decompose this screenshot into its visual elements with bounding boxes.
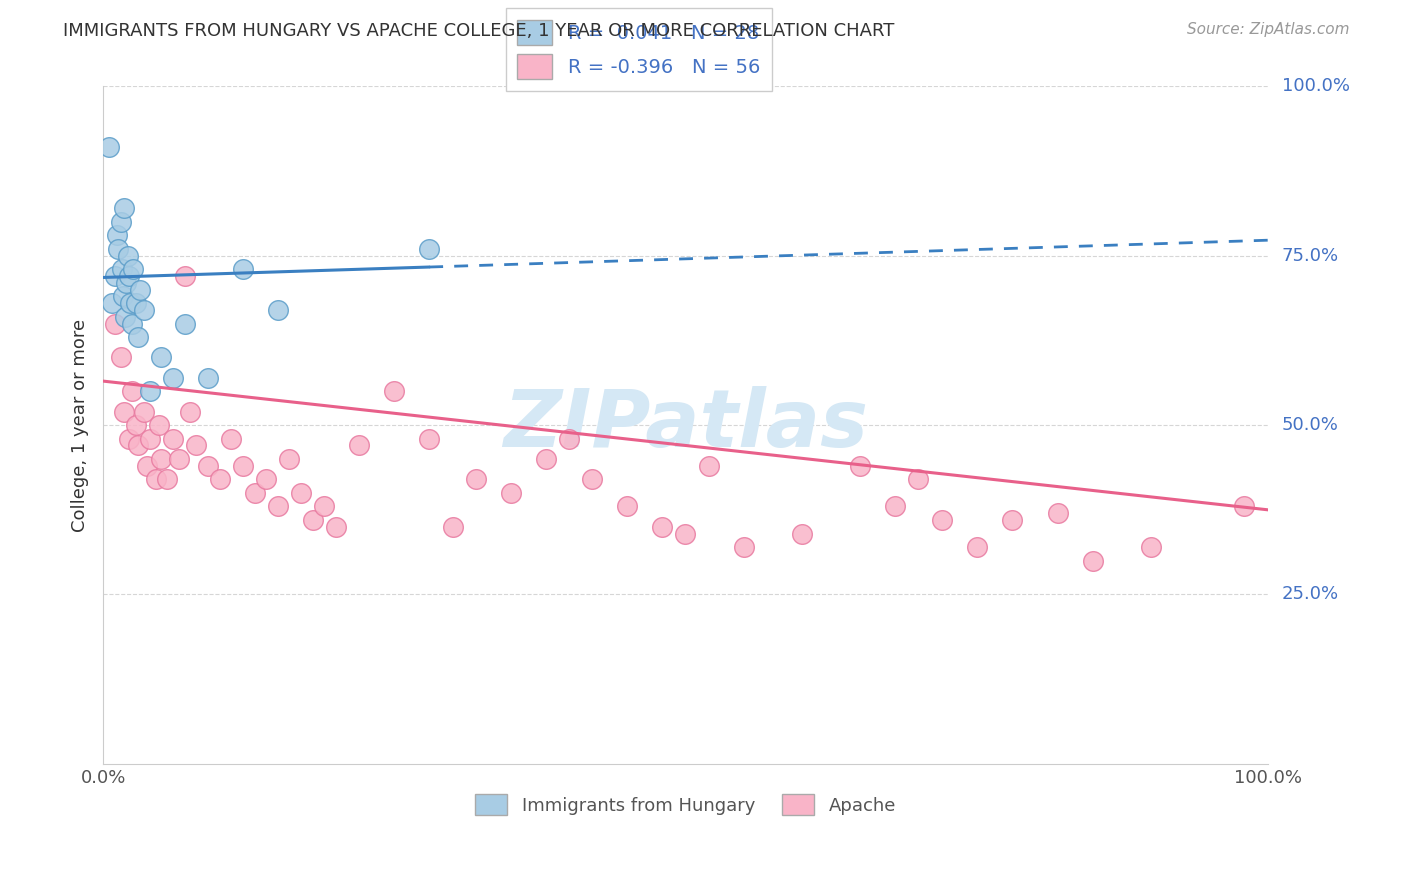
Point: [558, 432, 581, 446]
Point: [278, 452, 301, 467]
Point: [110, 215, 132, 229]
Point: [129, 283, 152, 297]
Point: [132, 303, 155, 318]
Point: [97, 140, 120, 154]
Point: [931, 513, 953, 527]
Point: [616, 500, 638, 514]
Point: [1047, 506, 1070, 520]
Point: [301, 513, 323, 527]
Point: [112, 202, 135, 216]
Y-axis label: College, 1 year or more: College, 1 year or more: [72, 318, 89, 532]
Point: [162, 432, 184, 446]
Point: [254, 472, 277, 486]
Point: [197, 458, 219, 473]
Point: [138, 432, 160, 446]
Point: [112, 404, 135, 418]
Point: [121, 317, 143, 331]
Point: [115, 276, 138, 290]
Legend: Immigrants from Hungary, Apache: Immigrants from Hungary, Apache: [467, 788, 904, 822]
Point: [418, 432, 440, 446]
Point: [849, 458, 872, 473]
Point: [122, 262, 145, 277]
Point: [232, 262, 254, 277]
Point: [651, 520, 673, 534]
Point: [104, 269, 127, 284]
Point: [441, 520, 464, 534]
Point: [1081, 553, 1104, 567]
Text: 25.0%: 25.0%: [1282, 585, 1339, 604]
Point: [118, 432, 141, 446]
Point: [136, 458, 159, 473]
Point: [966, 540, 988, 554]
Point: [208, 472, 231, 486]
Point: [156, 472, 179, 486]
Point: [267, 303, 290, 318]
Point: [197, 370, 219, 384]
Point: [219, 432, 242, 446]
Point: [186, 438, 208, 452]
Point: [243, 486, 266, 500]
Point: [104, 317, 127, 331]
Point: [534, 452, 557, 467]
Point: [118, 296, 141, 310]
Point: [1140, 540, 1163, 554]
Point: [232, 458, 254, 473]
Point: [111, 262, 134, 277]
Point: [167, 452, 190, 467]
Point: [733, 540, 755, 554]
Point: [145, 472, 167, 486]
Point: [464, 472, 486, 486]
Point: [127, 330, 149, 344]
Text: 50.0%: 50.0%: [1282, 417, 1339, 434]
Point: [125, 296, 148, 310]
Point: [110, 351, 132, 365]
Point: [107, 242, 129, 256]
Text: IMMIGRANTS FROM HUNGARY VS APACHE COLLEGE, 1 YEAR OR MORE CORRELATION CHART: IMMIGRANTS FROM HUNGARY VS APACHE COLLEG…: [63, 22, 894, 40]
Point: [105, 228, 128, 243]
Point: [138, 384, 160, 399]
Point: [290, 486, 312, 500]
Point: [697, 458, 720, 473]
Point: [314, 500, 336, 514]
Point: [349, 438, 371, 452]
Point: [150, 452, 173, 467]
Point: [150, 351, 173, 365]
Point: [127, 438, 149, 452]
Point: [790, 526, 813, 541]
Point: [499, 486, 522, 500]
Point: [884, 500, 907, 514]
Point: [173, 317, 195, 331]
Point: [267, 500, 290, 514]
Point: [325, 520, 347, 534]
Point: [148, 418, 170, 433]
Point: [382, 384, 405, 399]
Point: [114, 310, 136, 324]
Point: [1233, 500, 1256, 514]
Point: [117, 249, 139, 263]
Text: Source: ZipAtlas.com: Source: ZipAtlas.com: [1187, 22, 1350, 37]
Text: 100.0%: 100.0%: [1282, 78, 1350, 95]
Point: [1000, 513, 1022, 527]
Point: [581, 472, 603, 486]
Point: [111, 289, 134, 303]
Point: [179, 404, 201, 418]
Point: [101, 296, 124, 310]
Text: 75.0%: 75.0%: [1282, 247, 1339, 265]
Point: [121, 384, 143, 399]
Point: [418, 242, 440, 256]
Point: [162, 370, 184, 384]
Point: [132, 404, 155, 418]
Point: [907, 472, 929, 486]
Point: [173, 269, 195, 284]
Point: [675, 526, 697, 541]
Point: [125, 418, 148, 433]
Text: ZIPatlas: ZIPatlas: [503, 386, 868, 464]
Point: [118, 269, 141, 284]
